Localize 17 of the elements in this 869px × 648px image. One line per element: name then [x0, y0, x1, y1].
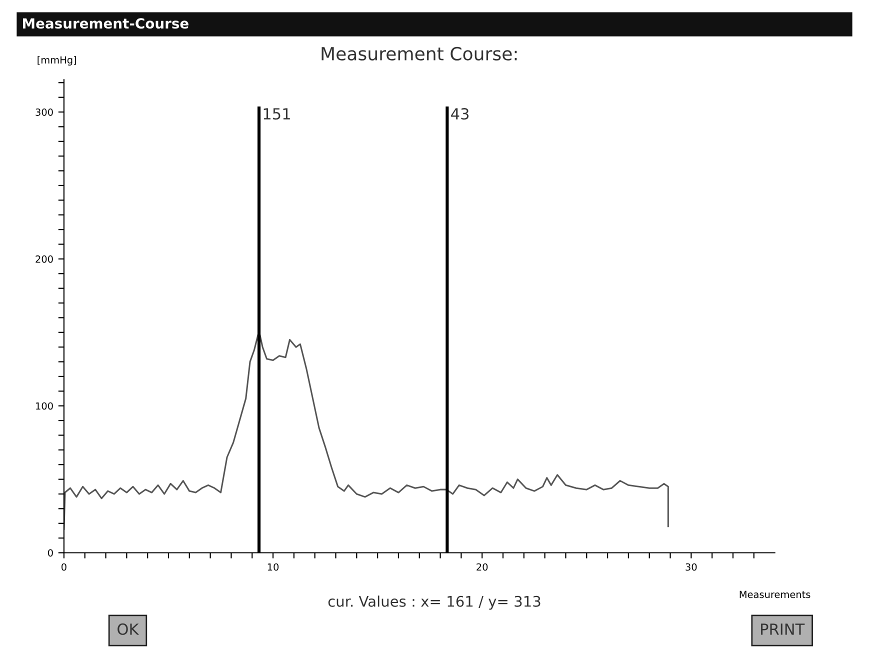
- text: PRINT: [761, 624, 805, 635]
- y-tick-label: 300: [36, 108, 53, 116]
- text: OK: [118, 623, 140, 635]
- x-tick-label: 0: [62, 563, 66, 571]
- text: cur. Values : x= 161 / y= 313: [328, 596, 540, 610]
- x-tick-label: 20: [476, 563, 488, 571]
- annotation: 151: [264, 108, 290, 120]
- y-tick-label: 100: [36, 402, 53, 410]
- y-tick-label: 0: [48, 549, 53, 557]
- x-tick-label: 10: [268, 563, 279, 571]
- text: Measurement-Course: [23, 18, 188, 29]
- y-axis-title: [mmHg]: [38, 56, 76, 66]
- y-tick-label: 200: [36, 255, 53, 263]
- annotation: 43: [451, 108, 469, 120]
- chart-title: Measurement Course:: [322, 46, 517, 61]
- x-axis-title: Measurements: [740, 590, 810, 598]
- x-tick-label: 30: [686, 563, 697, 571]
